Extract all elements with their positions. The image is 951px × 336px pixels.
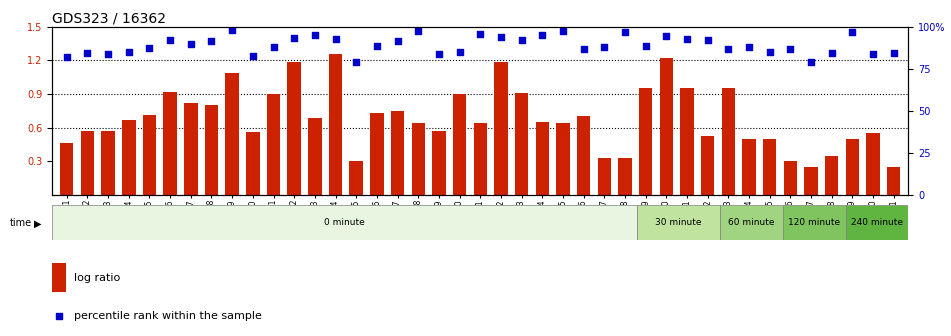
Bar: [102, 131, 115, 195]
Bar: [618, 158, 631, 195]
Bar: [52, 205, 637, 240]
Bar: [639, 88, 652, 195]
Text: 30 minute: 30 minute: [655, 218, 702, 227]
Bar: [267, 94, 281, 195]
Text: time: time: [10, 218, 31, 228]
Point: [142, 45, 157, 51]
Point: [307, 32, 322, 37]
Text: percentile rank within the sample: percentile rank within the sample: [74, 311, 262, 321]
Bar: [349, 161, 363, 195]
Point: [700, 38, 715, 43]
Bar: [805, 167, 818, 195]
Text: 120 minute: 120 minute: [788, 218, 841, 227]
Point: [101, 51, 116, 56]
Bar: [495, 61, 508, 195]
Point: [121, 49, 136, 54]
Point: [679, 37, 694, 42]
Point: [204, 39, 219, 44]
Bar: [887, 167, 901, 195]
Bar: [577, 117, 591, 195]
Point: [369, 43, 384, 49]
Bar: [225, 73, 239, 195]
Point: [224, 28, 240, 33]
Bar: [52, 263, 66, 292]
Bar: [660, 58, 673, 195]
Point: [844, 30, 860, 35]
Point: [762, 49, 777, 54]
Bar: [784, 161, 797, 195]
Point: [184, 41, 199, 46]
Bar: [637, 205, 720, 240]
Point: [576, 47, 592, 52]
Point: [865, 51, 881, 56]
Text: ▶: ▶: [34, 218, 42, 228]
Text: log ratio: log ratio: [74, 273, 120, 283]
Point: [390, 39, 405, 44]
Bar: [81, 131, 94, 195]
Bar: [845, 139, 859, 195]
Point: [886, 50, 902, 55]
Point: [783, 47, 798, 52]
Point: [473, 31, 488, 36]
Point: [617, 30, 632, 35]
Point: [494, 34, 509, 40]
Point: [514, 38, 529, 43]
Bar: [783, 205, 845, 240]
Bar: [329, 54, 342, 195]
Bar: [122, 120, 135, 195]
Text: 0 minute: 0 minute: [324, 218, 365, 227]
Point: [534, 32, 550, 37]
Point: [80, 50, 95, 55]
Point: [328, 37, 343, 42]
Point: [59, 54, 74, 60]
Bar: [680, 88, 693, 195]
Point: [411, 29, 426, 34]
Bar: [701, 135, 714, 195]
Bar: [391, 111, 404, 195]
Point: [659, 33, 674, 39]
Bar: [308, 118, 321, 195]
Point: [266, 44, 281, 50]
Point: [163, 38, 178, 43]
Point: [742, 44, 757, 50]
Bar: [184, 103, 198, 195]
Text: GDS323 / 16362: GDS323 / 16362: [52, 12, 166, 26]
Bar: [143, 115, 156, 195]
Point: [825, 50, 840, 55]
Bar: [287, 61, 301, 195]
Bar: [763, 139, 776, 195]
Bar: [432, 131, 446, 195]
Point: [804, 59, 819, 64]
Bar: [866, 133, 880, 195]
Point: [51, 313, 67, 319]
Point: [432, 51, 447, 56]
Bar: [722, 88, 735, 195]
Point: [452, 49, 467, 54]
Bar: [825, 156, 839, 195]
Bar: [60, 143, 73, 195]
Bar: [845, 205, 908, 240]
Bar: [535, 122, 549, 195]
Point: [638, 43, 653, 49]
Point: [286, 35, 301, 41]
Point: [555, 29, 571, 34]
Bar: [453, 94, 466, 195]
Bar: [556, 123, 570, 195]
Bar: [474, 123, 487, 195]
Bar: [720, 205, 783, 240]
Point: [245, 53, 261, 59]
Point: [596, 44, 611, 50]
Bar: [370, 113, 383, 195]
Bar: [412, 123, 425, 195]
Bar: [514, 93, 529, 195]
Point: [349, 59, 364, 64]
Point: [721, 47, 736, 52]
Bar: [164, 92, 177, 195]
Text: 240 minute: 240 minute: [851, 218, 902, 227]
Bar: [743, 139, 756, 195]
Bar: [246, 132, 260, 195]
Bar: [204, 105, 218, 195]
Bar: [597, 158, 611, 195]
Text: 60 minute: 60 minute: [728, 218, 775, 227]
